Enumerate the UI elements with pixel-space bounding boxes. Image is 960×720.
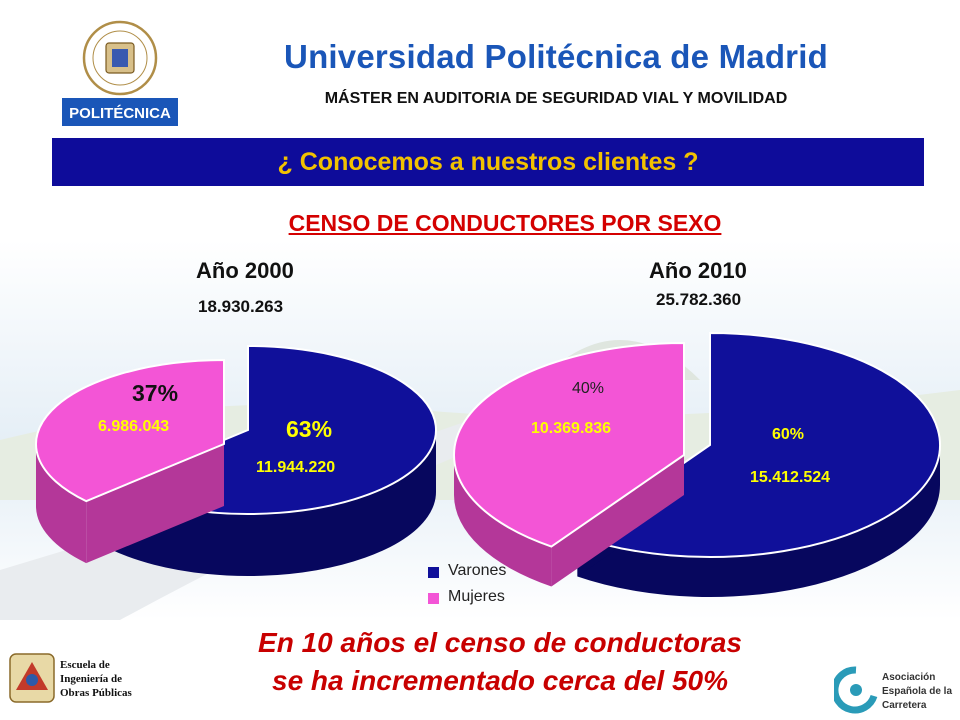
chart-0-slice-0-wall-0 [110, 430, 437, 576]
school-logo-line-2: Ingeniería de [60, 673, 122, 685]
legend-swatch-mujeres [428, 593, 439, 604]
upm-logo: POLITÉCNICA [62, 20, 178, 126]
legend-label-varones: Varones [448, 562, 507, 579]
chart-2010-varones-pct: 60% [772, 426, 805, 443]
chart-2010-mujeres-value: 10.369.836 [531, 420, 612, 437]
chart-2010-total: 25.782.360 [656, 290, 742, 309]
chart-2000-title: Año 2000 [196, 258, 294, 283]
conclusion-text: En 10 años el censo de conductoras se ha… [150, 624, 850, 700]
chart-2000-total: 18.930.263 [198, 297, 284, 316]
banner-text: ¿ Conocemos a nuestros clientes ? [277, 148, 699, 176]
chart-2010-title: Año 2010 [649, 258, 747, 283]
chart-2000-mujeres-pct: 37% [132, 380, 179, 406]
chart-2000-mujeres-value: 6.986.043 [98, 418, 170, 435]
chart-0-slice-1-face-0 [86, 444, 224, 564]
chart-2000-varones-pct: 63% [286, 416, 333, 442]
chart-2010-mujeres-pct: 40% [572, 380, 605, 397]
chart-0-slice-1-top [35, 358, 225, 503]
chart-1-slice-1-wall-0 [454, 455, 552, 587]
association-logo-line-2: Española de la [882, 686, 952, 697]
legend-label-mujeres: Mujeres [448, 588, 505, 605]
school-logo-line-3: Obras Públicas [60, 687, 133, 699]
legend-swatch-varones [428, 567, 439, 578]
association-logo-line-3: Carretera [882, 700, 927, 711]
chart-1-slice-mujeres [453, 341, 685, 587]
chart-0-slice-mujeres [35, 358, 225, 564]
association-logo: Asociación Española de la Carretera [834, 666, 952, 714]
school-logo-line-1: Escuela de [60, 659, 110, 671]
chart-1-slice-0-wall-0 [577, 445, 940, 597]
chart-0-slice-1-wall-0 [36, 444, 87, 564]
chart-1-slice-1-top [453, 341, 685, 548]
page-subtitle: MÁSTER EN AUDITORIA DE SEGURIDAD VIAL Y … [324, 90, 788, 107]
chart-2010-varones-value: 15.412.524 [750, 469, 831, 486]
school-logo: Escuela de Ingeniería de Obras Públicas [9, 653, 133, 703]
conclusion-line-1: En 10 años el censo de conductoras [258, 627, 742, 658]
conclusion-line-2: se ha incrementado cerca del 50% [272, 665, 728, 696]
question-banner: ¿ Conocemos a nuestros clientes ? [52, 138, 924, 186]
page-title: Universidad Politécnica de Madrid [284, 38, 828, 75]
upm-logo-text: POLITÉCNICA [69, 105, 171, 122]
association-logo-line-1: Asociación [882, 672, 935, 683]
chart-1-slice-1-face-0 [551, 455, 684, 587]
chart-section-title: CENSO DE CONDUCTORES POR SEXO [288, 210, 722, 236]
chart-legend: Varones Mujeres [428, 562, 548, 612]
chart-2000-varones-value: 11.944.220 [256, 459, 336, 476]
